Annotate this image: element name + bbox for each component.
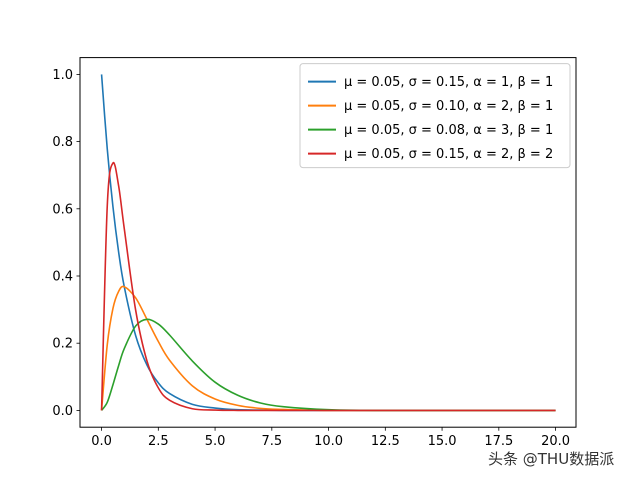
series-4 bbox=[100, 161, 556, 412]
watermark: 头条 @THU数据派 bbox=[488, 450, 614, 468]
series-2-point bbox=[168, 359, 170, 361]
series-3-point bbox=[259, 402, 261, 404]
series-1-point bbox=[134, 334, 136, 336]
series-3-point bbox=[191, 360, 193, 362]
x-tick-label: 12.5 bbox=[371, 434, 400, 449]
series-3-point bbox=[112, 384, 114, 386]
series-1-point bbox=[106, 147, 108, 149]
series-4-point bbox=[134, 309, 136, 311]
series-1-point bbox=[100, 73, 102, 75]
x-tick-label: 20.0 bbox=[541, 434, 570, 449]
legend-label: μ = 0.05, σ = 0.10, α = 2, β = 1 bbox=[344, 99, 553, 114]
series-2-point bbox=[214, 398, 216, 400]
series-3-point bbox=[123, 347, 125, 349]
series-1-point bbox=[157, 382, 159, 384]
series-4-point bbox=[100, 409, 102, 411]
series-3-point bbox=[146, 318, 148, 320]
legend-item: μ = 0.05, σ = 0.15, α = 1, β = 1 bbox=[308, 75, 553, 90]
series-3-point bbox=[106, 401, 108, 403]
series-4-point bbox=[237, 409, 239, 411]
x-tick-label: 15.0 bbox=[428, 434, 457, 449]
series-4-point bbox=[117, 184, 119, 186]
series-1-point bbox=[112, 205, 114, 207]
series-4-point bbox=[259, 409, 261, 411]
series-4-point bbox=[282, 409, 284, 411]
series-3-point bbox=[214, 381, 216, 383]
legend-item: μ = 0.05, σ = 0.10, α = 2, β = 1 bbox=[308, 99, 553, 114]
series-4-point bbox=[214, 409, 216, 411]
plot-frame bbox=[79, 57, 577, 428]
series-4-point bbox=[146, 360, 148, 362]
x-tick-label: 0.0 bbox=[91, 434, 112, 449]
series-2-point bbox=[123, 286, 125, 288]
series-3-point bbox=[117, 365, 119, 367]
x-tick-label: 2.5 bbox=[148, 434, 169, 449]
series-2-point bbox=[134, 297, 136, 299]
series-2-point bbox=[237, 404, 239, 406]
x-tick-label: 5.0 bbox=[205, 434, 226, 449]
series-4-point bbox=[112, 162, 114, 164]
series-4-point bbox=[373, 409, 375, 411]
legend-item: μ = 0.05, σ = 0.08, α = 3, β = 1 bbox=[308, 123, 553, 138]
series-2-point bbox=[191, 385, 193, 387]
series-3-point bbox=[168, 334, 170, 336]
series-3-point bbox=[134, 325, 136, 327]
series-4-line bbox=[100, 161, 556, 412]
series-1-point bbox=[117, 251, 119, 253]
series-2-point bbox=[112, 307, 114, 309]
series-2-point bbox=[117, 290, 119, 292]
series-1-point bbox=[168, 392, 170, 394]
y-axis: 0.0 0.2 0.4 0.6 0.8 1.0 bbox=[52, 68, 80, 419]
series-2-point bbox=[157, 340, 159, 342]
series-4-point bbox=[441, 409, 443, 411]
series-3-point bbox=[157, 323, 159, 325]
x-axis: 0.0 2.5 5.0 7.5 10.0 12.5 15.0 17.5 20.0 bbox=[91, 427, 570, 449]
series-3-point bbox=[282, 406, 284, 408]
legend-item: μ = 0.05, σ = 0.15, α = 2, β = 2 bbox=[308, 147, 553, 162]
y-tick-label: 0.6 bbox=[52, 202, 73, 217]
legend-box bbox=[299, 63, 571, 169]
legend-label: μ = 0.05, σ = 0.15, α = 1, β = 1 bbox=[344, 75, 553, 90]
series-3-point bbox=[237, 394, 239, 396]
series-4-point bbox=[327, 409, 329, 411]
series-1-point bbox=[191, 403, 193, 405]
series-4-point bbox=[191, 408, 193, 410]
series-4-point bbox=[168, 399, 170, 401]
x-tick-label: 10.0 bbox=[314, 434, 343, 449]
y-tick-label: 0.0 bbox=[52, 404, 73, 419]
y-tick-label: 0.8 bbox=[52, 135, 73, 150]
legend-label: μ = 0.05, σ = 0.08, α = 3, β = 1 bbox=[344, 123, 553, 138]
x-tick-label: 17.5 bbox=[484, 434, 513, 449]
y-tick-label: 0.2 bbox=[52, 337, 73, 352]
series-4-point bbox=[157, 387, 159, 389]
series-4-point bbox=[106, 205, 108, 207]
series-4-point bbox=[123, 227, 125, 229]
series-layer bbox=[100, 73, 556, 412]
y-tick-label: 0.4 bbox=[52, 270, 73, 285]
legend-label: μ = 0.05, σ = 0.15, α = 2, β = 2 bbox=[344, 147, 553, 162]
x-tick-label: 7.5 bbox=[261, 434, 282, 449]
legend: μ = 0.05, σ = 0.15, α = 1, β = 1 μ = 0.05… bbox=[299, 63, 571, 169]
series-2-point bbox=[106, 344, 108, 346]
series-4-point bbox=[554, 409, 556, 411]
y-tick-label: 1.0 bbox=[52, 68, 73, 83]
